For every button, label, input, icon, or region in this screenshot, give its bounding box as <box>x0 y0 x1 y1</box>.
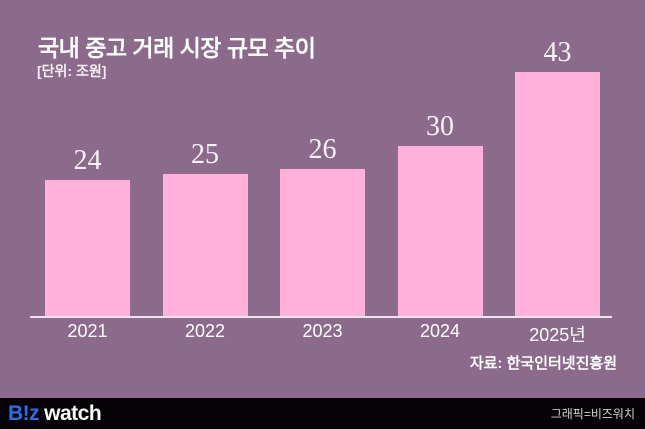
x-tick-label: 2023 <box>302 321 343 341</box>
bar-value-label: 30 <box>426 111 454 142</box>
x-tick-label: 2025년 <box>529 325 586 345</box>
bar-column: 43 <box>515 39 600 317</box>
x-tick-label: 2024 <box>419 321 461 341</box>
source-note: 자료: 한국인터넷진흥원 <box>469 355 617 372</box>
bar-value-label: 24 <box>73 145 102 176</box>
x-tick-label: 2021 <box>67 321 108 341</box>
bar-column: 25 <box>162 139 248 317</box>
bar <box>280 169 365 317</box>
chart-title: 국내 중고 거래 시장 규모 추이 <box>38 35 316 61</box>
graphic-credit: 그래픽=비즈워치 <box>550 407 635 421</box>
bar-value-label: 43 <box>543 37 572 68</box>
bizwatch-logo: B!z watch <box>8 402 102 425</box>
bar-value-label: 26 <box>308 134 337 165</box>
logo-watch-text: watch <box>44 402 102 425</box>
x-tick-label: 2022 <box>184 321 226 341</box>
bar-chart: 24 25 26 30 43 <box>45 39 600 317</box>
bar <box>162 174 248 317</box>
bar-column: 30 <box>397 111 483 317</box>
footer-bar: B!z watch 그래픽=비즈워치 <box>0 398 645 429</box>
bar-column: 26 <box>280 136 365 317</box>
bar-column: 24 <box>45 147 130 317</box>
bar <box>397 146 483 317</box>
unit-label: [단위: 조원] <box>37 63 107 79</box>
bar <box>45 180 130 317</box>
bar <box>515 72 600 317</box>
x-axis-labels: 2021 2022 2023 2024 2025년 <box>45 321 600 347</box>
x-axis-line <box>30 316 612 318</box>
logo-biz-text: B!z <box>8 402 40 425</box>
bar-value-label: 25 <box>191 139 219 170</box>
